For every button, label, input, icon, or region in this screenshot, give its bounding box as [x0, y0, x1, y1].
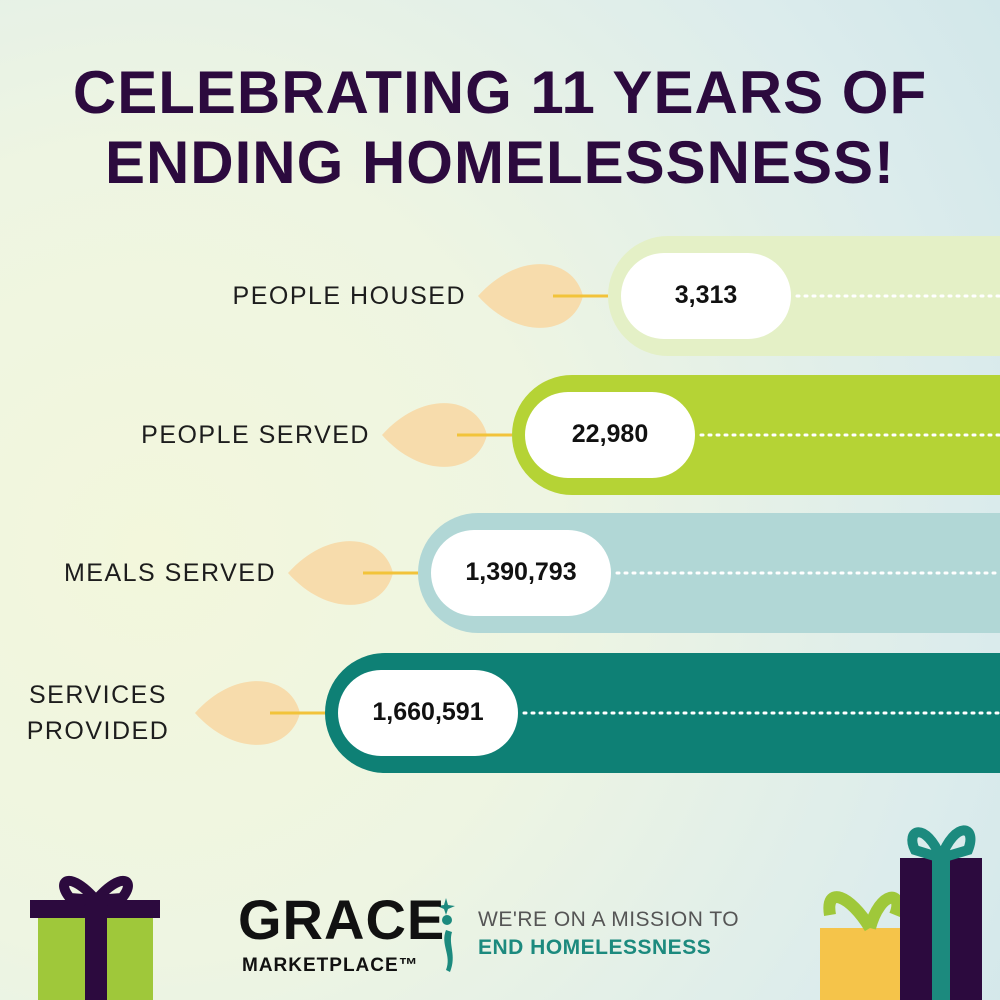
- leaf: [195, 681, 300, 745]
- stat-label: PEOPLE HOUSED: [232, 282, 466, 310]
- logo-name: GRACE: [238, 888, 446, 951]
- value-pill: [338, 670, 518, 756]
- leaf: [382, 403, 487, 467]
- gift-left: [30, 876, 160, 1000]
- stat-label: MEALS SERVED: [63, 559, 276, 587]
- title-line: ENDING HOMELESSNESS!: [104, 129, 896, 196]
- logo-icon: [437, 898, 455, 972]
- value-pill: [431, 530, 611, 616]
- stat-rows: [195, 236, 1000, 773]
- stat-value: 1,390,793: [465, 558, 577, 586]
- stat-label: SERVICES PROVIDED: [26, 681, 170, 745]
- title-line: CELEBRATING 11 YEARS OF: [72, 59, 928, 126]
- value-pill: [621, 253, 791, 339]
- leaf: [288, 541, 393, 605]
- value-pill: [525, 392, 695, 478]
- gift-right: [820, 825, 982, 1000]
- stat-value: 1,660,591: [372, 698, 484, 726]
- stat-value: 22,980: [571, 420, 649, 448]
- stat-value: 3,313: [674, 281, 738, 309]
- stat-label: PEOPLE SERVED: [141, 421, 370, 449]
- leaf: [478, 264, 583, 328]
- tagline-emphasis: END HOMELESSNESS: [478, 936, 712, 959]
- logo-sub: MARKETPLACE™: [242, 955, 419, 976]
- tagline: WE'RE ON A MISSION TO: [478, 908, 740, 931]
